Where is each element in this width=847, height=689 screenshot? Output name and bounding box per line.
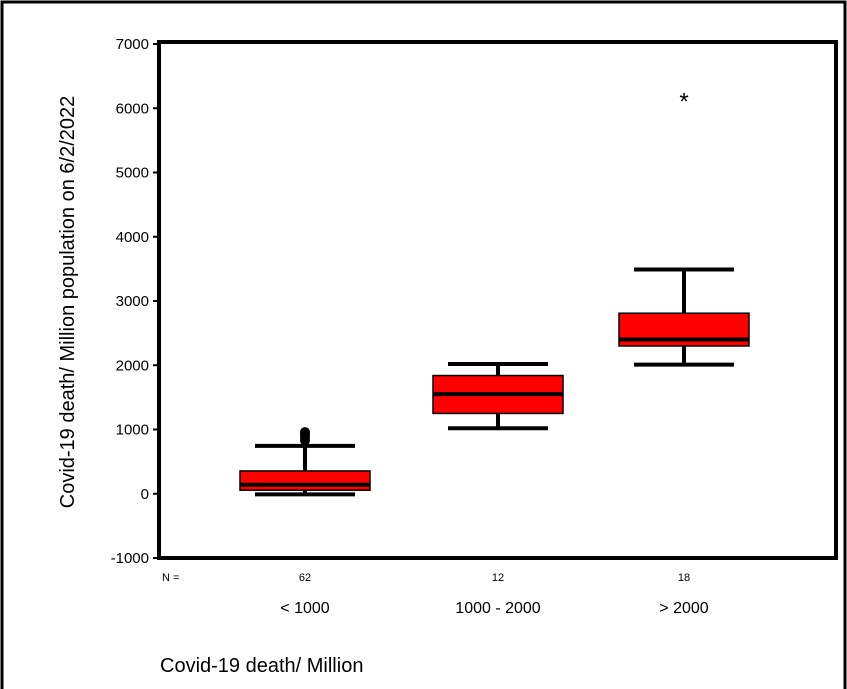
x-axis-title: Covid-19 death/ Million <box>160 655 363 677</box>
y-axis: -1000 0 1000 2000 3000 4000 5000 6000 7000 <box>111 36 160 567</box>
boxes: * <box>239 88 750 497</box>
y-tick-label: -1000 <box>111 550 149 567</box>
y-tick-label: 6000 <box>116 100 149 117</box>
y-tick-label: 1000 <box>116 422 149 439</box>
box-group <box>239 427 371 497</box>
x-tick-label: < 1000 <box>280 600 329 617</box>
outlier-point <box>300 427 310 438</box>
n-value: 18 <box>678 572 690 584</box>
y-axis-title: Covid-19 death/ Million population on 6/… <box>57 96 79 509</box>
x-axis: 62 < 1000 12 1000 - 2000 18 > 2000 <box>280 572 708 617</box>
x-tick-label: 1000 - 2000 <box>455 600 541 617</box>
box-group: * <box>618 88 750 367</box>
box <box>239 470 371 491</box>
y-tick-label: 7000 <box>116 36 149 53</box>
n-value: 62 <box>299 572 311 584</box>
extreme-point: * <box>679 88 688 115</box>
n-value: 12 <box>492 572 504 584</box>
y-tick-label: 0 <box>141 486 149 503</box>
y-tick-label: 2000 <box>116 357 149 374</box>
x-tick-label: > 2000 <box>659 600 708 617</box>
n-label: N = <box>162 572 179 584</box>
y-tick-label: 5000 <box>116 165 149 182</box>
y-tick-label: 3000 <box>116 293 149 310</box>
box-group <box>432 361 564 431</box>
y-tick-label: 4000 <box>116 229 149 246</box>
